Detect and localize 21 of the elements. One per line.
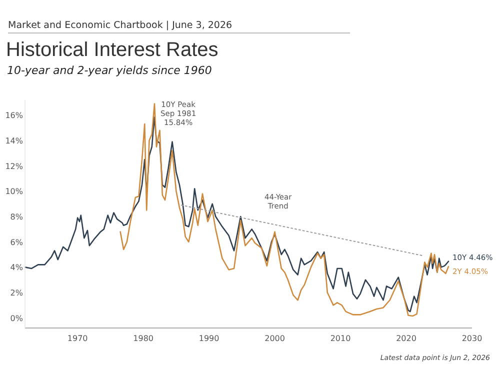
y-tick-label: 8% bbox=[10, 212, 24, 222]
x-tick-label: 1970 bbox=[67, 334, 88, 343]
line-series bbox=[24, 116, 450, 312]
y-tick-label: 0% bbox=[10, 314, 24, 323]
y-tick-label: 6% bbox=[10, 238, 24, 247]
y-tick-label: 16% bbox=[5, 111, 24, 120]
chart-title: Historical Interest Rates bbox=[6, 39, 218, 61]
x-tick-label: 2030 bbox=[462, 334, 482, 343]
chart-subtitle: 10-year and 2-year yields since 1960 bbox=[7, 64, 212, 77]
x-tick-label: 2020 bbox=[396, 334, 416, 343]
y-tick-label: 12% bbox=[5, 162, 24, 171]
y-tick-label: 2% bbox=[10, 288, 24, 298]
y-tick-label: 14% bbox=[5, 136, 24, 146]
x-tick-label: 1990 bbox=[198, 334, 220, 343]
x-tick-label: 2010 bbox=[330, 334, 351, 343]
x-tick-label: 2000 bbox=[264, 334, 285, 343]
x-tick-label: 1980 bbox=[133, 334, 154, 343]
y-tick-label: 4% bbox=[10, 263, 24, 272]
text: Market and Economic Chartbook | June 3, 2026 bbox=[8, 20, 232, 31]
y-tick-label: 10% bbox=[5, 187, 24, 196]
line-series bbox=[120, 103, 450, 317]
